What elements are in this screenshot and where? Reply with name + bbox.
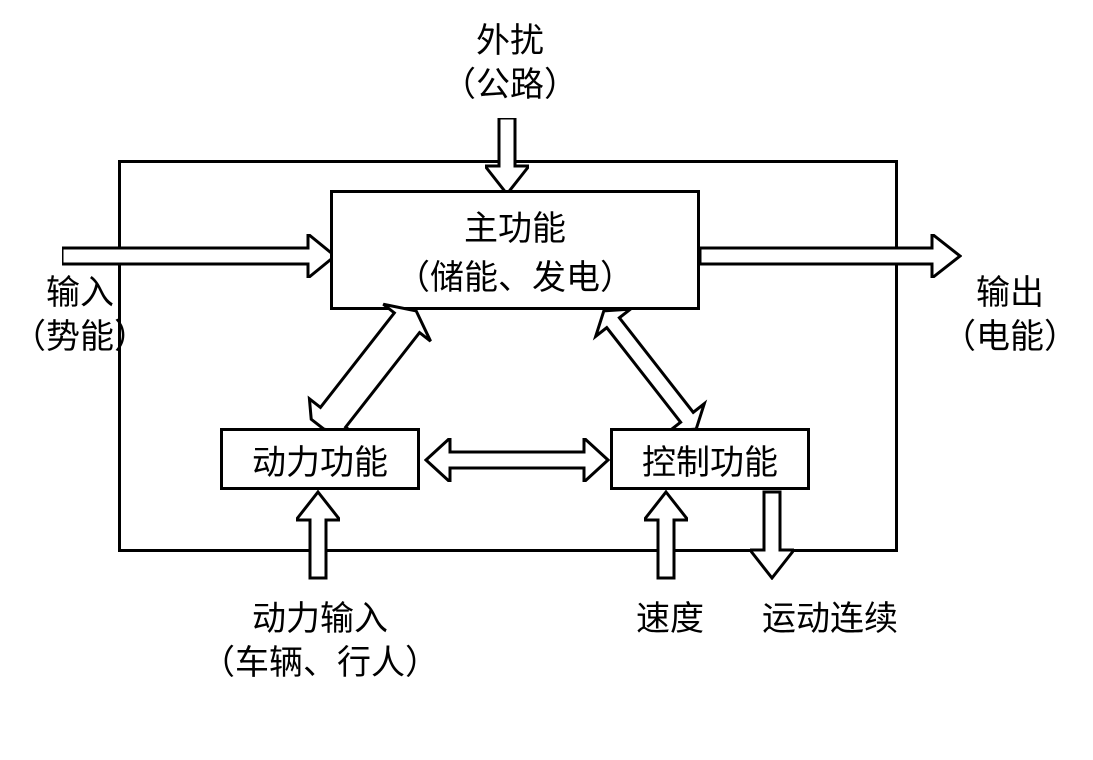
speed-label: 速度 [610,598,730,642]
motion-continuous-label: 运动连续 [730,598,930,642]
disturbance-arrow [485,118,529,201]
power-control-arrow [424,438,610,487]
input-arrow [62,234,337,283]
main-power-arrow [290,300,450,445]
control-function-label: 控制功能 [642,435,778,484]
main-function-box: 主功能 （储能、发电） [330,190,700,310]
main-function-subtitle: （储能、发电） [396,250,634,299]
motion-arrow [750,490,794,585]
power-function-label: 动力功能 [252,435,388,484]
input-label: 输入 （势能） [0,272,170,360]
speed-arrow [644,490,688,585]
output-label: 输出 （电能） [920,272,1093,360]
main-control-arrow [570,300,730,445]
power-input-arrow [296,490,340,585]
disturbance-label: 外扰 （公路） [395,20,625,108]
control-function-box: 控制功能 [610,428,810,490]
power-input-label: 动力输入 （车辆、行人） [160,598,480,686]
system-diagram: 外扰 （公路） 输入 （势能） 主功能 （储能、发电） 输出 （电能） [0,0,1093,760]
power-function-box: 动力功能 [220,428,420,490]
main-function-title: 主功能 [464,201,566,250]
